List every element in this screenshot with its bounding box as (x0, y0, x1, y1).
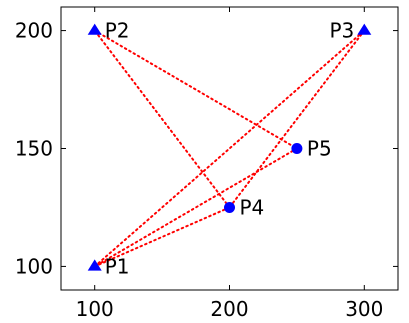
x-tick-label: 200 (210, 297, 248, 321)
point-p1-marker (87, 259, 102, 271)
point-markers (87, 23, 372, 271)
connection-line-p1-p4 (93, 206, 231, 268)
connection-line-p2-p5 (93, 29, 298, 150)
x-tick-label: 300 (345, 297, 383, 321)
axis-ticks: 100 200 300 100 150 200 (15, 7, 398, 321)
y-tick-label: 100 (15, 254, 53, 278)
y-tick-label: 200 (15, 19, 53, 43)
point-p2-marker (87, 23, 102, 35)
connection-line-p5-p1 (93, 147, 298, 268)
point-p1-label: P1 (105, 254, 130, 278)
x-tick-label: 100 (76, 297, 114, 321)
y-tick-label: 150 (15, 137, 53, 161)
connection-line-p4-p2 (93, 29, 231, 209)
connection-lines (93, 29, 366, 268)
point-p4-marker (224, 201, 235, 213)
point-labels: P1 P2 P3 P4 P5 (105, 19, 355, 279)
point-p5-label: P5 (307, 137, 332, 161)
connection-line-p1-p3 (93, 29, 366, 268)
point-p5-marker (291, 143, 303, 154)
point-p4-label: P4 (240, 195, 265, 219)
connection-line-p3-p4 (228, 29, 366, 209)
point-p2-label: P2 (105, 19, 130, 43)
point-p3-label: P3 (330, 19, 355, 43)
point-p3-marker (357, 23, 372, 35)
